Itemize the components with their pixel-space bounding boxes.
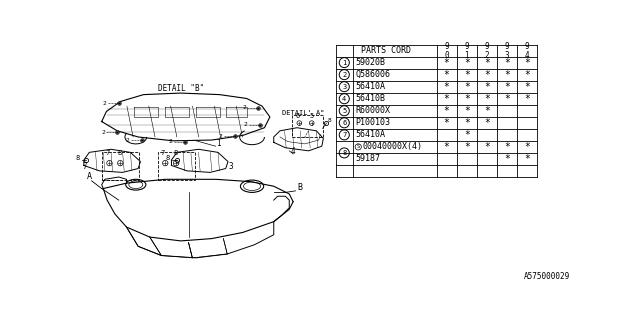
Text: 9
0: 9 0: [444, 42, 449, 60]
Bar: [157, 152, 195, 180]
Text: 2: 2: [126, 138, 129, 142]
Text: Q586006: Q586006: [355, 70, 390, 79]
Text: 8: 8: [76, 155, 80, 161]
Text: *: *: [464, 130, 470, 140]
Text: *: *: [464, 94, 470, 104]
Text: 6: 6: [342, 120, 346, 126]
Text: *: *: [464, 70, 470, 80]
Text: *: *: [484, 94, 490, 104]
Text: 8: 8: [117, 150, 122, 156]
Text: 1: 1: [216, 139, 221, 148]
Text: P100103: P100103: [355, 118, 390, 127]
Text: 8: 8: [173, 150, 177, 156]
Text: 7: 7: [161, 150, 165, 156]
Text: 9
3: 9 3: [505, 42, 509, 60]
Text: 2: 2: [242, 105, 246, 110]
Text: *: *: [524, 154, 530, 164]
Text: *: *: [524, 58, 530, 68]
Text: 2: 2: [342, 72, 346, 78]
Text: *: *: [484, 58, 490, 68]
Text: *: *: [484, 70, 490, 80]
Text: *: *: [444, 118, 449, 128]
Text: S: S: [356, 144, 360, 149]
Text: *: *: [444, 142, 449, 152]
Text: 2: 2: [244, 122, 248, 127]
Bar: [102, 152, 139, 180]
Text: 7: 7: [342, 132, 346, 138]
Text: 2: 2: [102, 100, 106, 106]
Text: PARTS CORD: PARTS CORD: [361, 46, 411, 55]
Text: 2: 2: [168, 139, 172, 144]
Text: *: *: [444, 94, 449, 104]
Text: *: *: [524, 142, 530, 152]
Text: 56410B: 56410B: [355, 94, 385, 103]
Text: 56410A: 56410A: [355, 82, 385, 91]
Text: 1: 1: [342, 60, 346, 66]
Text: 8: 8: [328, 118, 332, 123]
Text: 7: 7: [83, 162, 87, 171]
Text: DETAIL "B": DETAIL "B": [157, 84, 204, 93]
Text: 00040000X(4): 00040000X(4): [363, 142, 423, 151]
Text: *: *: [444, 82, 449, 92]
Text: *: *: [504, 58, 510, 68]
Text: *: *: [464, 118, 470, 128]
Text: *: *: [504, 142, 510, 152]
Bar: [292, 116, 323, 137]
Text: *: *: [504, 94, 510, 104]
Text: 59020B: 59020B: [355, 58, 385, 67]
Text: *: *: [504, 70, 510, 80]
Text: *: *: [524, 94, 530, 104]
Text: R60000X: R60000X: [355, 106, 390, 115]
Text: *: *: [484, 142, 490, 152]
Text: B: B: [298, 183, 303, 192]
Text: *: *: [464, 142, 470, 152]
Text: 3: 3: [342, 84, 346, 90]
Text: 4: 4: [291, 147, 296, 156]
Text: A: A: [87, 172, 92, 181]
Text: *: *: [444, 70, 449, 80]
Text: 9
4: 9 4: [525, 42, 529, 60]
Text: 2: 2: [219, 134, 223, 139]
Text: *: *: [484, 118, 490, 128]
Text: *: *: [504, 82, 510, 92]
Text: 9
1: 9 1: [465, 42, 469, 60]
Text: 5: 5: [342, 108, 346, 114]
Text: 8: 8: [342, 150, 346, 156]
Text: 2: 2: [101, 130, 105, 135]
Text: 8: 8: [166, 155, 170, 161]
Text: 6: 6: [296, 113, 300, 119]
Text: A575000029: A575000029: [524, 272, 570, 281]
Text: 59187: 59187: [355, 155, 380, 164]
Text: 3: 3: [229, 162, 234, 171]
Text: *: *: [444, 106, 449, 116]
Text: 9
2: 9 2: [484, 42, 489, 60]
Text: *: *: [484, 106, 490, 116]
Text: *: *: [464, 106, 470, 116]
Text: 4: 4: [342, 96, 346, 102]
Text: *: *: [524, 82, 530, 92]
Text: 7: 7: [105, 150, 109, 156]
Text: *: *: [524, 70, 530, 80]
Text: 56410A: 56410A: [355, 130, 385, 139]
Text: *: *: [464, 58, 470, 68]
Text: *: *: [484, 82, 490, 92]
Text: *: *: [444, 58, 449, 68]
Text: 5: 5: [310, 113, 314, 119]
Text: *: *: [464, 82, 470, 92]
Text: *: *: [504, 154, 510, 164]
Text: DETAIL' A": DETAIL' A": [282, 110, 324, 116]
